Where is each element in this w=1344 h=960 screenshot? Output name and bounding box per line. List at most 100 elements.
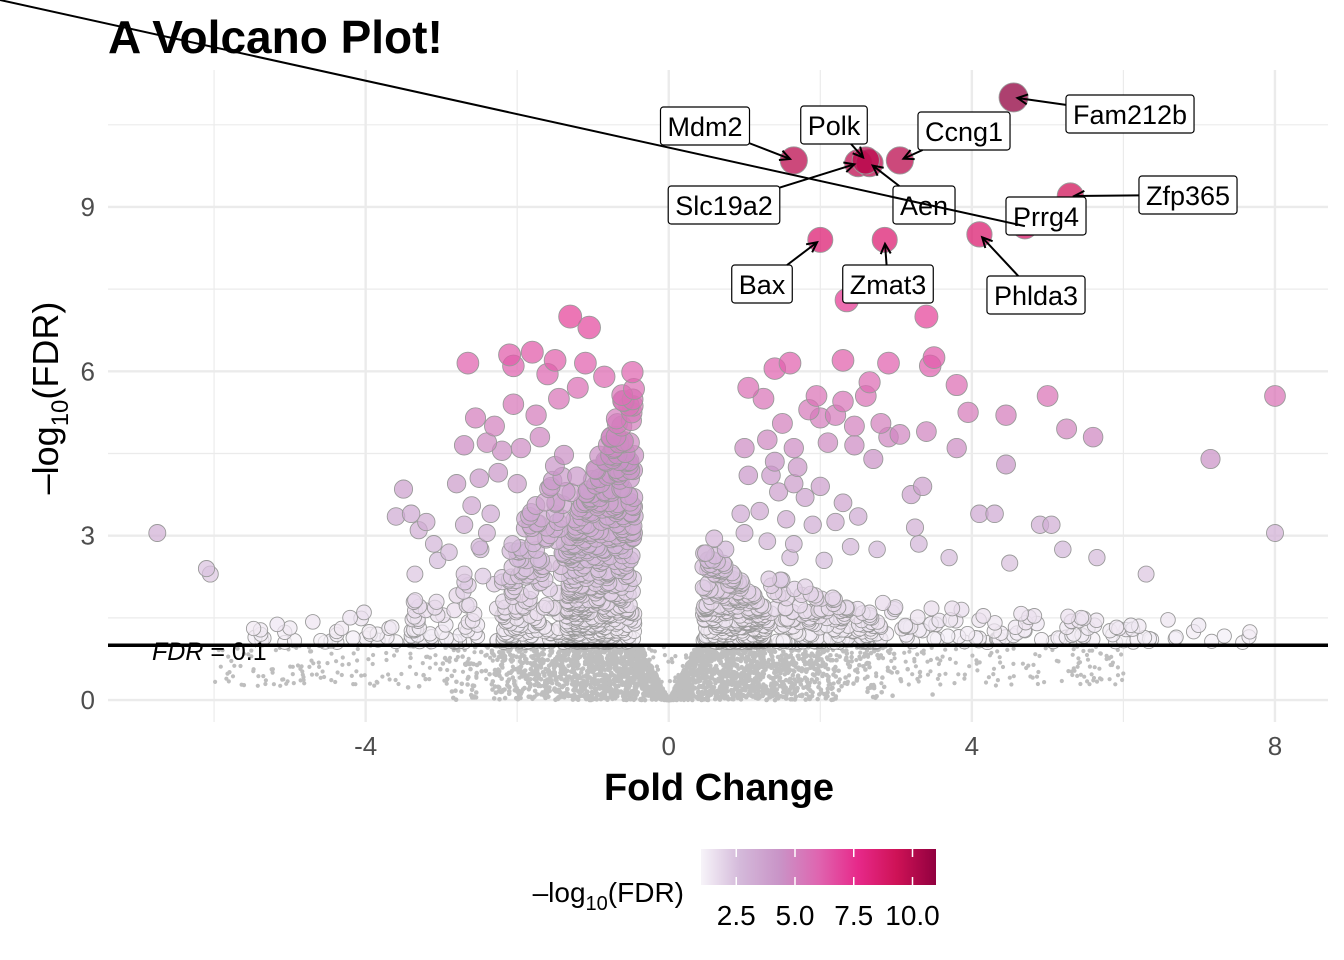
nonsignificant-point [881, 684, 887, 690]
nonsignificant-point [280, 677, 285, 682]
nonsignificant-point [703, 685, 708, 691]
nonsignificant-point [696, 689, 701, 694]
nonsignificant-point [466, 656, 471, 662]
significant-point [558, 304, 583, 329]
nonsignificant-point [655, 691, 661, 696]
y-axis-title-post: (FDR) [25, 302, 66, 400]
nonsignificant-point [645, 671, 651, 676]
nonsignificant-point [686, 694, 692, 700]
nonsignificant-point [497, 649, 502, 655]
nonsignificant-point [995, 649, 1000, 654]
nonsignificant-point [714, 688, 720, 694]
nonsignificant-point [1036, 669, 1041, 675]
nonsignificant-point [634, 646, 639, 651]
nonsignificant-point [783, 689, 789, 694]
nonsignificant-point [572, 684, 578, 690]
nonsignificant-point [1000, 664, 1006, 670]
nonsignificant-point [733, 662, 738, 667]
nonsignificant-point [641, 691, 646, 697]
nonsignificant-point [729, 677, 734, 682]
nonsignificant-point [1024, 665, 1029, 671]
nonsignificant-point [830, 691, 836, 697]
nonsignificant-point [809, 651, 815, 656]
nonsignificant-point [726, 671, 731, 677]
nonsignificant-point [781, 649, 786, 654]
nonsignificant-point [570, 678, 575, 684]
nonsignificant-point [781, 679, 786, 685]
nonsignificant-point [724, 656, 730, 661]
nonsignificant-point [804, 653, 809, 659]
significant-point [848, 507, 868, 526]
nonsignificant-point [666, 659, 671, 664]
nonsignificant-point [844, 651, 850, 656]
nonsignificant-point [786, 668, 791, 673]
nonsignificant-point [579, 688, 584, 694]
nonsignificant-point [825, 677, 831, 682]
nonsignificant-point [871, 682, 876, 687]
nonsignificant-point [263, 678, 268, 683]
nonsignificant-point [589, 664, 595, 670]
nonsignificant-point [874, 694, 879, 699]
nonsignificant-point [631, 688, 636, 694]
nonsignificant-point [774, 661, 780, 667]
nonsignificant-point [227, 670, 232, 675]
nonsignificant-point [705, 659, 711, 665]
nonsignificant-point [676, 672, 681, 678]
nonsignificant-point [796, 656, 802, 661]
nonsignificant-point [553, 677, 558, 683]
nonsignificant-point [479, 669, 485, 674]
nonsignificant-point [1033, 652, 1038, 657]
nonsignificant-point [659, 679, 664, 684]
nonsignificant-point [915, 676, 920, 682]
nonsignificant-point [917, 670, 922, 675]
nonsignificant-point [504, 672, 510, 677]
nonsignificant-point [635, 660, 641, 666]
nonsignificant-point [710, 652, 716, 657]
significant-point [538, 597, 555, 614]
x-tick-label: 0 [662, 731, 676, 761]
nonsignificant-point [218, 664, 223, 669]
nonsignificant-point [766, 657, 772, 663]
nonsignificant-point [578, 692, 583, 698]
significant-point [877, 351, 900, 375]
nonsignificant-point [514, 654, 519, 660]
nonsignificant-point [855, 670, 860, 675]
nonsignificant-point [794, 679, 799, 684]
nonsignificant-point [642, 697, 648, 703]
legend-tick-label: 2.5 [717, 900, 756, 931]
nonsignificant-point [567, 657, 573, 663]
nonsignificant-point [582, 655, 588, 660]
significant-point [735, 524, 754, 542]
nonsignificant-point [935, 676, 941, 682]
nonsignificant-point [615, 659, 620, 664]
significant-point [944, 600, 961, 617]
nonsignificant-point [1028, 674, 1033, 679]
nonsignificant-point [575, 659, 580, 664]
nonsignificant-point [433, 653, 438, 658]
nonsignificant-point [500, 659, 505, 664]
nonsignificant-point [387, 677, 392, 682]
nonsignificant-point [703, 678, 709, 684]
nonsignificant-point [717, 652, 723, 658]
nonsignificant-point [333, 679, 338, 685]
nonsignificant-point [618, 651, 623, 656]
nonsignificant-point [565, 668, 570, 674]
significant-point [566, 376, 589, 399]
nonsignificant-point [320, 669, 325, 674]
nonsignificant-point [536, 681, 541, 687]
nonsignificant-point [498, 663, 503, 668]
significant-point [464, 407, 487, 429]
nonsignificant-point [660, 687, 665, 693]
nonsignificant-point [380, 674, 385, 679]
nonsignificant-point [706, 668, 711, 674]
nonsignificant-point [788, 652, 794, 658]
nonsignificant-point [791, 660, 797, 665]
nonsignificant-point [761, 669, 766, 674]
nonsignificant-point [354, 669, 359, 674]
nonsignificant-point [1034, 674, 1040, 679]
nonsignificant-point [468, 661, 474, 666]
nonsignificant-point [640, 655, 646, 660]
nonsignificant-point [606, 665, 611, 671]
significant-point [868, 540, 886, 559]
nonsignificant-point [669, 656, 674, 662]
